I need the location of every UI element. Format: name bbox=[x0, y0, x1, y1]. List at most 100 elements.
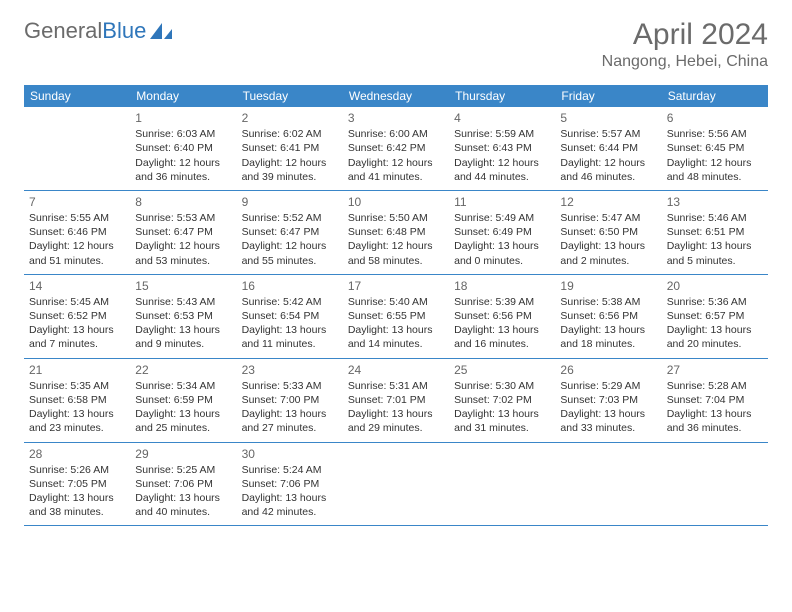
day-cell: 20Sunrise: 5:36 AMSunset: 6:57 PMDayligh… bbox=[662, 275, 768, 358]
day-cell: 14Sunrise: 5:45 AMSunset: 6:52 PMDayligh… bbox=[24, 275, 130, 358]
sunset-line: Sunset: 6:46 PM bbox=[29, 225, 125, 239]
sunset-line: Sunset: 7:02 PM bbox=[454, 393, 550, 407]
day-number: 25 bbox=[454, 362, 550, 378]
logo-text-gray: General bbox=[24, 18, 102, 43]
daylight-line: Daylight: 13 hours and 20 minutes. bbox=[667, 323, 763, 351]
daylight-line: Daylight: 12 hours and 48 minutes. bbox=[667, 156, 763, 184]
day-cell: 25Sunrise: 5:30 AMSunset: 7:02 PMDayligh… bbox=[449, 359, 555, 442]
daylight-line: Daylight: 12 hours and 36 minutes. bbox=[135, 156, 231, 184]
sunrise-line: Sunrise: 6:03 AM bbox=[135, 127, 231, 141]
sunset-line: Sunset: 7:06 PM bbox=[135, 477, 231, 491]
week-row: 1Sunrise: 6:03 AMSunset: 6:40 PMDaylight… bbox=[24, 107, 768, 191]
sunset-line: Sunset: 6:47 PM bbox=[135, 225, 231, 239]
sunset-line: Sunset: 6:53 PM bbox=[135, 309, 231, 323]
logo: GeneralBlue bbox=[24, 18, 174, 44]
day-number: 26 bbox=[560, 362, 656, 378]
sunset-line: Sunset: 6:45 PM bbox=[667, 141, 763, 155]
logo-text-blue: Blue bbox=[102, 18, 146, 43]
sunrise-line: Sunrise: 5:50 AM bbox=[348, 211, 444, 225]
day-cell bbox=[449, 443, 555, 526]
sunrise-line: Sunrise: 5:29 AM bbox=[560, 379, 656, 393]
day-header: Friday bbox=[555, 85, 661, 107]
day-number: 13 bbox=[667, 194, 763, 210]
sunset-line: Sunset: 7:01 PM bbox=[348, 393, 444, 407]
sunrise-line: Sunrise: 5:47 AM bbox=[560, 211, 656, 225]
logo-sail-icon bbox=[148, 21, 174, 41]
sunrise-line: Sunrise: 5:40 AM bbox=[348, 295, 444, 309]
header: GeneralBlue April 2024 Nangong, Hebei, C… bbox=[24, 18, 768, 71]
sunset-line: Sunset: 6:44 PM bbox=[560, 141, 656, 155]
sunrise-line: Sunrise: 6:00 AM bbox=[348, 127, 444, 141]
sunset-line: Sunset: 7:05 PM bbox=[29, 477, 125, 491]
daylight-line: Daylight: 13 hours and 0 minutes. bbox=[454, 239, 550, 267]
sunrise-line: Sunrise: 5:33 AM bbox=[242, 379, 338, 393]
daylight-line: Daylight: 13 hours and 14 minutes. bbox=[348, 323, 444, 351]
daylight-line: Daylight: 12 hours and 53 minutes. bbox=[135, 239, 231, 267]
day-cell: 5Sunrise: 5:57 AMSunset: 6:44 PMDaylight… bbox=[555, 107, 661, 190]
day-header-row: SundayMondayTuesdayWednesdayThursdayFrid… bbox=[24, 85, 768, 107]
sunset-line: Sunset: 6:55 PM bbox=[348, 309, 444, 323]
day-cell: 23Sunrise: 5:33 AMSunset: 7:00 PMDayligh… bbox=[237, 359, 343, 442]
day-cell bbox=[24, 107, 130, 190]
daylight-line: Daylight: 12 hours and 41 minutes. bbox=[348, 156, 444, 184]
daylight-line: Daylight: 13 hours and 2 minutes. bbox=[560, 239, 656, 267]
day-number: 4 bbox=[454, 110, 550, 126]
sunrise-line: Sunrise: 5:49 AM bbox=[454, 211, 550, 225]
day-number: 28 bbox=[29, 446, 125, 462]
sunrise-line: Sunrise: 5:36 AM bbox=[667, 295, 763, 309]
day-cell: 26Sunrise: 5:29 AMSunset: 7:03 PMDayligh… bbox=[555, 359, 661, 442]
sunset-line: Sunset: 7:04 PM bbox=[667, 393, 763, 407]
day-cell: 17Sunrise: 5:40 AMSunset: 6:55 PMDayligh… bbox=[343, 275, 449, 358]
sunset-line: Sunset: 7:06 PM bbox=[242, 477, 338, 491]
week-row: 28Sunrise: 5:26 AMSunset: 7:05 PMDayligh… bbox=[24, 443, 768, 527]
week-row: 7Sunrise: 5:55 AMSunset: 6:46 PMDaylight… bbox=[24, 191, 768, 275]
sunset-line: Sunset: 6:58 PM bbox=[29, 393, 125, 407]
sunset-line: Sunset: 6:57 PM bbox=[667, 309, 763, 323]
day-number: 24 bbox=[348, 362, 444, 378]
day-number: 1 bbox=[135, 110, 231, 126]
day-cell: 7Sunrise: 5:55 AMSunset: 6:46 PMDaylight… bbox=[24, 191, 130, 274]
sunset-line: Sunset: 6:54 PM bbox=[242, 309, 338, 323]
day-header: Tuesday bbox=[237, 85, 343, 107]
day-number: 14 bbox=[29, 278, 125, 294]
day-cell bbox=[662, 443, 768, 526]
daylight-line: Daylight: 13 hours and 9 minutes. bbox=[135, 323, 231, 351]
daylight-line: Daylight: 12 hours and 55 minutes. bbox=[242, 239, 338, 267]
sunset-line: Sunset: 6:43 PM bbox=[454, 141, 550, 155]
day-number: 10 bbox=[348, 194, 444, 210]
daylight-line: Daylight: 13 hours and 27 minutes. bbox=[242, 407, 338, 435]
sunrise-line: Sunrise: 5:42 AM bbox=[242, 295, 338, 309]
sunrise-line: Sunrise: 6:02 AM bbox=[242, 127, 338, 141]
daylight-line: Daylight: 12 hours and 44 minutes. bbox=[454, 156, 550, 184]
daylight-line: Daylight: 13 hours and 33 minutes. bbox=[560, 407, 656, 435]
day-cell: 10Sunrise: 5:50 AMSunset: 6:48 PMDayligh… bbox=[343, 191, 449, 274]
daylight-line: Daylight: 13 hours and 7 minutes. bbox=[29, 323, 125, 351]
day-cell: 30Sunrise: 5:24 AMSunset: 7:06 PMDayligh… bbox=[237, 443, 343, 526]
sunrise-line: Sunrise: 5:34 AM bbox=[135, 379, 231, 393]
sunset-line: Sunset: 6:47 PM bbox=[242, 225, 338, 239]
daylight-line: Daylight: 13 hours and 11 minutes. bbox=[242, 323, 338, 351]
day-cell: 21Sunrise: 5:35 AMSunset: 6:58 PMDayligh… bbox=[24, 359, 130, 442]
day-number: 8 bbox=[135, 194, 231, 210]
day-cell: 12Sunrise: 5:47 AMSunset: 6:50 PMDayligh… bbox=[555, 191, 661, 274]
day-number: 22 bbox=[135, 362, 231, 378]
sunset-line: Sunset: 6:40 PM bbox=[135, 141, 231, 155]
daylight-line: Daylight: 13 hours and 23 minutes. bbox=[29, 407, 125, 435]
day-number: 19 bbox=[560, 278, 656, 294]
daylight-line: Daylight: 13 hours and 31 minutes. bbox=[454, 407, 550, 435]
day-number: 9 bbox=[242, 194, 338, 210]
day-cell bbox=[343, 443, 449, 526]
day-cell: 8Sunrise: 5:53 AMSunset: 6:47 PMDaylight… bbox=[130, 191, 236, 274]
day-header: Sunday bbox=[24, 85, 130, 107]
sunset-line: Sunset: 6:56 PM bbox=[560, 309, 656, 323]
day-header: Wednesday bbox=[343, 85, 449, 107]
sunrise-line: Sunrise: 5:35 AM bbox=[29, 379, 125, 393]
sunrise-line: Sunrise: 5:56 AM bbox=[667, 127, 763, 141]
daylight-line: Daylight: 13 hours and 18 minutes. bbox=[560, 323, 656, 351]
month-title: April 2024 bbox=[602, 18, 768, 51]
day-number: 3 bbox=[348, 110, 444, 126]
logo-text: GeneralBlue bbox=[24, 18, 146, 44]
daylight-line: Daylight: 13 hours and 25 minutes. bbox=[135, 407, 231, 435]
daylight-line: Daylight: 13 hours and 38 minutes. bbox=[29, 491, 125, 519]
daylight-line: Daylight: 13 hours and 42 minutes. bbox=[242, 491, 338, 519]
